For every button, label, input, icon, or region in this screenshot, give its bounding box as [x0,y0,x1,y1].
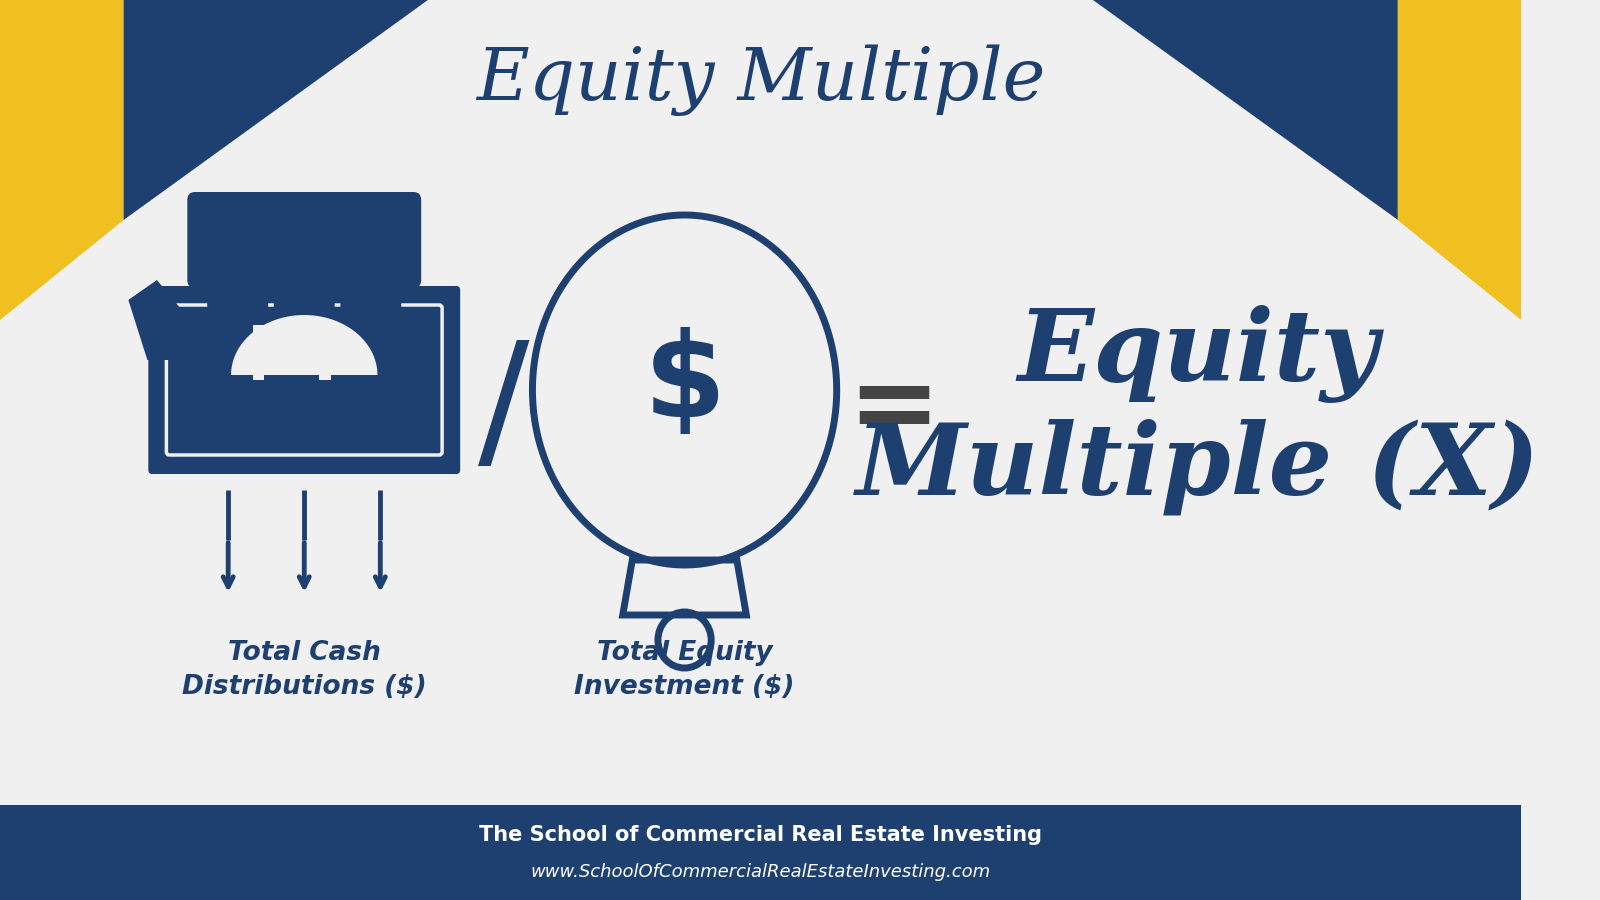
Polygon shape [230,315,378,375]
Polygon shape [1398,0,1522,320]
Polygon shape [0,0,123,320]
Polygon shape [128,280,195,360]
Text: $: $ [643,328,726,443]
FancyBboxPatch shape [341,200,402,385]
Text: Total Cash
Distributions ($): Total Cash Distributions ($) [182,640,427,700]
Polygon shape [1093,0,1398,220]
Text: /: / [478,336,530,484]
FancyBboxPatch shape [149,286,461,474]
Text: Total Equity
Investment ($): Total Equity Investment ($) [574,640,795,700]
Text: The School of Commercial Real Estate Investing: The School of Commercial Real Estate Inv… [478,825,1042,845]
Text: Equity Multiple: Equity Multiple [475,44,1045,116]
Text: Equity
Multiple (X): Equity Multiple (X) [856,305,1541,515]
Text: =: = [848,356,941,464]
Polygon shape [123,0,427,220]
FancyBboxPatch shape [274,200,334,385]
FancyBboxPatch shape [187,192,421,288]
FancyBboxPatch shape [320,325,331,380]
FancyBboxPatch shape [253,325,264,380]
Text: www.SchoolOfCommercialRealEstateInvesting.com: www.SchoolOfCommercialRealEstateInvestin… [531,863,990,881]
FancyBboxPatch shape [0,805,1522,900]
FancyBboxPatch shape [208,200,269,385]
